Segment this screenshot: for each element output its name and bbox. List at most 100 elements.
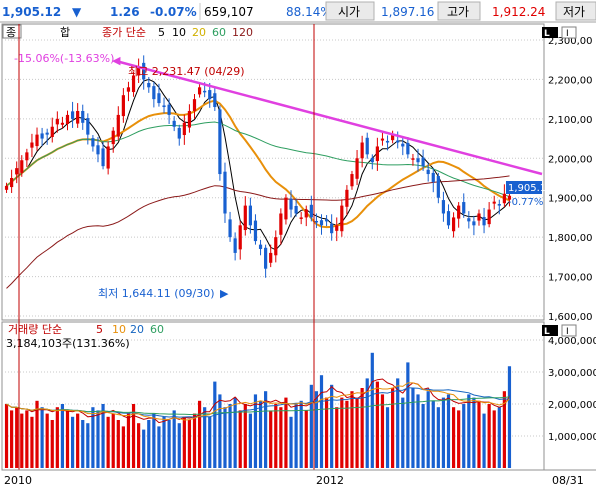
candle-body [30, 142, 34, 148]
candle-body [162, 105, 166, 108]
price-annotations: -15.06%(-13.63%) ◀ 최고 2,231.47 (04/29) 최… [14, 52, 553, 300]
candlestick-series [4, 55, 512, 278]
volume-bar [319, 375, 324, 468]
volume-bar [477, 400, 481, 468]
volume-bar [411, 388, 415, 468]
candle-body [101, 148, 105, 167]
candle-body [4, 185, 9, 190]
volume-bar [462, 404, 466, 468]
ma-legend-5: 5 [158, 26, 165, 39]
volume-bar [111, 413, 115, 468]
volume-bar [289, 416, 293, 468]
candle-body [238, 225, 242, 250]
low-label: 저가 [563, 5, 585, 19]
candle-body [335, 225, 339, 231]
candle-body [187, 110, 192, 128]
volume-bar [380, 394, 385, 468]
high-value: 1,912.24 [492, 5, 545, 19]
change-value: 1.26 [110, 5, 140, 19]
volume-bar [482, 413, 486, 468]
candle-body [385, 140, 390, 143]
candle-body [86, 118, 90, 135]
price-tick-label: 2,300,00 [548, 36, 593, 47]
candle-body [380, 138, 385, 141]
volume-bar [487, 404, 491, 468]
candle-body [299, 217, 303, 219]
volume-bar [279, 407, 283, 468]
volume-ma-5: 5 [96, 323, 103, 336]
volume-bar [324, 397, 329, 468]
volume-bar [274, 404, 278, 468]
price-tick-label: 1,900,00 [548, 194, 593, 205]
volume-tick-label: 1,000,000 [548, 432, 596, 443]
candle-body [406, 142, 410, 155]
svg-text:I: I [566, 327, 569, 337]
volume-bar [70, 416, 75, 468]
volume-bar [309, 384, 313, 468]
candle-body [203, 90, 207, 93]
candle-body [121, 95, 125, 117]
panel-toggle-icon[interactable] [542, 27, 558, 38]
candle-body [391, 134, 395, 141]
volume-bar [355, 397, 359, 468]
candle-body [253, 220, 258, 242]
volume-bar [25, 410, 29, 468]
volume-bar [197, 400, 202, 468]
volume-panel-header: 거래량 단순 5 10 20 60 3,184,103주(131.36%) L … [6, 323, 577, 350]
candle-body [279, 213, 283, 235]
volume-bar [365, 378, 369, 468]
volume-bar [152, 413, 156, 468]
candle-body [345, 189, 349, 207]
x-label-2010: 2010 [4, 474, 32, 487]
candle-body [507, 195, 512, 200]
candle-body [258, 244, 263, 249]
candle-body [289, 198, 293, 210]
volume-bar [203, 407, 207, 468]
candle-body [131, 75, 136, 93]
resistance-trendline[interactable] [115, 59, 543, 176]
volume-panel-close-icon[interactable] [561, 324, 577, 337]
candle-body [35, 134, 39, 147]
candle-body [436, 176, 440, 198]
candle-body [157, 93, 161, 104]
volume-bar [401, 397, 405, 468]
open-label: 시가 [338, 5, 360, 19]
volume-ma-5-line [6, 378, 510, 424]
volume-bar [147, 420, 151, 468]
candle-body [416, 158, 420, 163]
panel-close-icon[interactable] [561, 26, 577, 39]
tab-price[interactable] [2, 24, 22, 39]
svg-text:L: L [544, 29, 550, 39]
tab-combined-label[interactable]: 합 [60, 26, 70, 39]
volume-panel: 4,000,000 3,000,000 2,000,000 1,000,000 [1, 321, 596, 471]
volume-bar [106, 416, 110, 468]
candle-body [25, 152, 29, 161]
volume-bar [213, 381, 217, 468]
candle-body [65, 114, 70, 124]
volume-bar [50, 420, 54, 468]
tab-price-label: 종 [6, 26, 16, 39]
arrow-right-icon: ▶ [220, 287, 229, 300]
volume-bar [350, 391, 354, 468]
volume-bar [35, 400, 39, 468]
current-price-tag [506, 181, 542, 194]
candle-body [304, 209, 308, 218]
volume-bar [4, 404, 9, 468]
volume-bars [4, 352, 512, 468]
price-tick-label: 1,800,00 [548, 233, 593, 244]
volume-tick-label: 2,000,000 [548, 400, 596, 411]
volume-bar [269, 410, 273, 468]
candle-body [15, 168, 19, 175]
candle-body [487, 209, 491, 225]
candle-body [269, 252, 273, 263]
volume-bar [391, 388, 395, 468]
candle-body [446, 211, 451, 226]
volume-bar [177, 423, 181, 468]
volume-bar [370, 352, 374, 468]
volume-bar [314, 391, 319, 468]
volume-panel-toggle-icon[interactable] [542, 325, 558, 336]
ma-legend-title: 종가 단순 [102, 26, 146, 39]
volume-bar [436, 407, 440, 468]
candle-body [467, 218, 471, 222]
